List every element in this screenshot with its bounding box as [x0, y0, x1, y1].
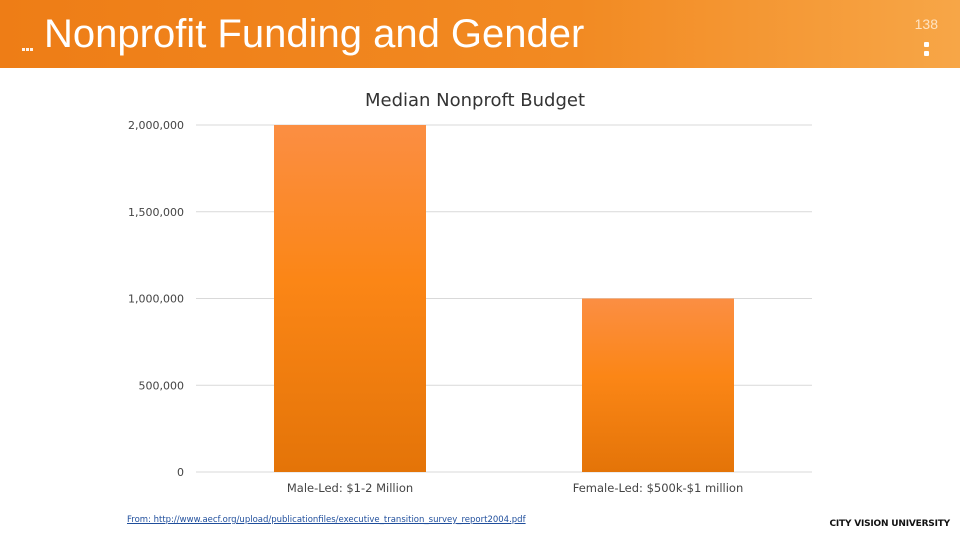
source-link[interactable]: From: http://www.aecf.org/upload/publica…: [127, 515, 526, 525]
vertical-dots-icon: [924, 42, 930, 62]
y-tick-label: 500,000: [139, 379, 185, 392]
slide-title: Nonprofit Funding and Gender: [44, 12, 585, 56]
y-tick-label: 2,000,000: [128, 119, 184, 132]
header-dots-icon: [22, 38, 34, 51]
brand-logo: CITY VISION UNIVERSITY: [829, 519, 950, 529]
x-category-label: Female-Led: $500k-$1 million: [573, 481, 744, 495]
y-tick-label: 1,000,000: [128, 293, 184, 306]
slide-header: Nonprofit Funding and Gender 138: [0, 0, 960, 68]
x-category-label: Male-Led: $1-2 Million: [287, 481, 413, 495]
page-number: 138: [914, 16, 938, 32]
bar-female-led: [582, 298, 734, 472]
y-tick-label: 1,500,000: [128, 206, 184, 219]
bar-male-led: [274, 125, 426, 472]
chart-title: Median Nonproft Budget: [365, 90, 585, 111]
y-tick-label: 0: [177, 466, 184, 479]
